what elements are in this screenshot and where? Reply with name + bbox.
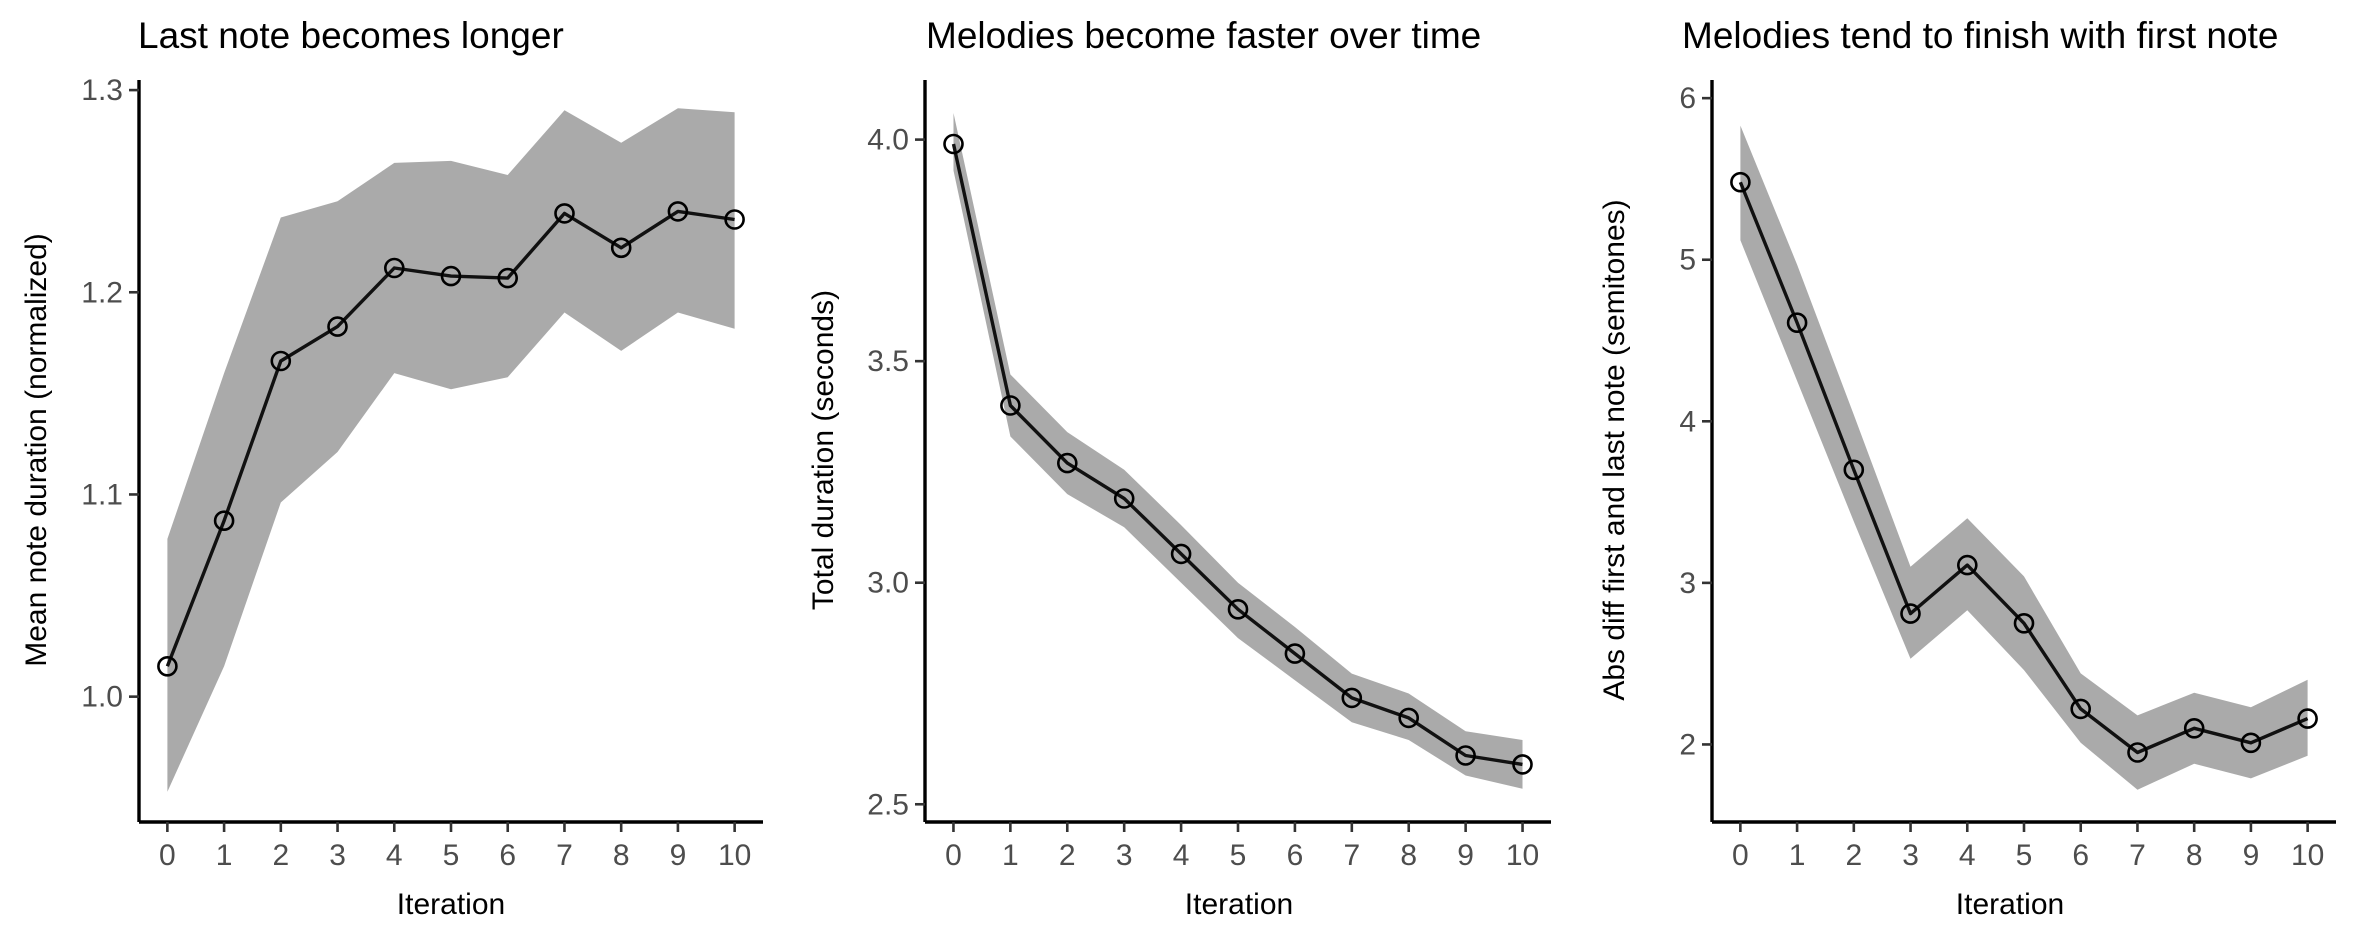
y-tick-label: 1.1 — [81, 478, 123, 511]
x-tick-label: 0 — [945, 839, 962, 872]
x-tick-label: 3 — [1116, 839, 1133, 872]
x-tick-label: 8 — [613, 839, 630, 872]
data-point — [1730, 171, 1751, 193]
confidence-band — [1740, 125, 2308, 790]
x-tick-label: 10 — [1506, 839, 1539, 872]
data-point — [2013, 612, 2035, 634]
x-tick-label: 2 — [1845, 839, 1862, 872]
panel-title: Last note becomes longer — [138, 15, 564, 56]
data-point — [2127, 742, 2148, 763]
data-point — [157, 655, 178, 677]
confidence-band — [953, 113, 1523, 789]
data-point — [554, 203, 575, 224]
y-tick-label: 4.0 — [867, 124, 909, 157]
x-tick-label: 4 — [1959, 839, 1976, 872]
x-tick-label: 0 — [159, 839, 176, 872]
data-point — [383, 257, 405, 279]
data-point — [1227, 598, 1249, 620]
x-tick-label: 1 — [1002, 839, 1019, 872]
data-point — [1398, 707, 1419, 729]
x-tick-label: 6 — [499, 839, 516, 872]
data-point — [1455, 745, 1476, 766]
data-point — [1057, 452, 1078, 474]
panel-title: Melodies become faster over time — [926, 15, 1481, 56]
y-tick-label: 6 — [1679, 82, 1696, 115]
x-tick-label: 7 — [556, 839, 573, 872]
x-tick-label: 3 — [1902, 839, 1919, 872]
x-tick-label: 9 — [2243, 839, 2260, 872]
x-tick-label: 7 — [1343, 839, 1360, 872]
data-point — [270, 350, 292, 372]
x-tick-label: 5 — [443, 839, 460, 872]
y-tick-label: 1.3 — [81, 74, 123, 107]
data-point — [1843, 459, 1865, 481]
y-tick-label: 5 — [1679, 244, 1696, 277]
x-tick-label: 7 — [2129, 839, 2146, 872]
x-tick-label: 4 — [386, 839, 403, 872]
y-axis-label: Total duration (seconds) — [807, 290, 840, 610]
y-tick-label: 2.5 — [867, 788, 909, 821]
data-point — [1170, 543, 1192, 565]
y-tick-label: 3.0 — [867, 567, 909, 600]
series-line — [165, 209, 735, 667]
panel-total-duration: Melodies become faster over time Total d… — [807, 15, 1551, 921]
x-tick-label: 8 — [2186, 839, 2203, 872]
y-axis-label: Abs diff first and last note (semitones) — [1598, 199, 1631, 700]
x-tick-label: 5 — [2016, 839, 2033, 872]
y-tick-label: 3 — [1679, 567, 1696, 600]
data-point — [1284, 643, 1306, 664]
y-tick-label: 4 — [1679, 405, 1696, 438]
x-tick-label: 2 — [272, 839, 289, 872]
x-tick-label: 10 — [2291, 839, 2324, 872]
x-tick-label: 6 — [1287, 839, 1304, 872]
data-point — [1113, 488, 1135, 509]
x-tick-label: 6 — [2072, 839, 2089, 872]
x-tick-label: 9 — [1457, 839, 1474, 872]
data-point — [2070, 698, 2091, 720]
data-point — [2240, 732, 2262, 754]
data-point — [327, 316, 348, 337]
panel-title: Melodies tend to finish with first note — [1682, 15, 2278, 56]
x-tick-label: 1 — [1789, 839, 1806, 872]
series-line — [1738, 181, 2309, 755]
data-point — [2183, 717, 2205, 739]
x-tick-label: 9 — [670, 839, 687, 872]
data-point — [440, 265, 462, 287]
panel-abs-diff-first-last-note: Melodies tend to finish with first note … — [1598, 15, 2336, 921]
x-axis-label: Iteration — [1956, 888, 2064, 921]
y-axis-label: Mean note duration (normalized) — [20, 233, 53, 667]
data-point — [1957, 554, 1978, 576]
y-tick-label: 1.0 — [81, 681, 123, 714]
x-axis-label: Iteration — [397, 888, 505, 921]
y-tick-label: 3.5 — [867, 345, 909, 378]
y-tick-label: 1.2 — [81, 276, 123, 309]
data-point — [943, 133, 964, 155]
x-tick-label: 4 — [1173, 839, 1190, 872]
data-point — [1786, 312, 1808, 334]
x-tick-label: 0 — [1732, 839, 1749, 872]
data-point — [1341, 687, 1363, 709]
data-point — [610, 237, 632, 259]
data-point — [724, 209, 745, 230]
x-tick-label: 8 — [1400, 839, 1417, 872]
data-point — [667, 201, 689, 222]
x-tick-label: 10 — [718, 839, 751, 872]
data-point — [1000, 395, 1021, 416]
series-line — [951, 143, 1523, 767]
data-point — [1900, 603, 1921, 624]
x-tick-label: 5 — [1230, 839, 1247, 872]
x-tick-label: 2 — [1059, 839, 1076, 872]
panel-mean-note-duration: Last note becomes longer Mean note durat… — [20, 15, 763, 921]
data-point — [1512, 754, 1533, 775]
x-tick-label: 1 — [216, 839, 233, 872]
y-tick-label: 2 — [1679, 728, 1696, 761]
data-point — [213, 510, 235, 532]
confidence-band — [167, 108, 735, 792]
x-tick-label: 3 — [329, 839, 346, 872]
data-point — [2297, 708, 2318, 729]
x-axis-label: Iteration — [1185, 888, 1293, 921]
data-point — [497, 267, 519, 289]
